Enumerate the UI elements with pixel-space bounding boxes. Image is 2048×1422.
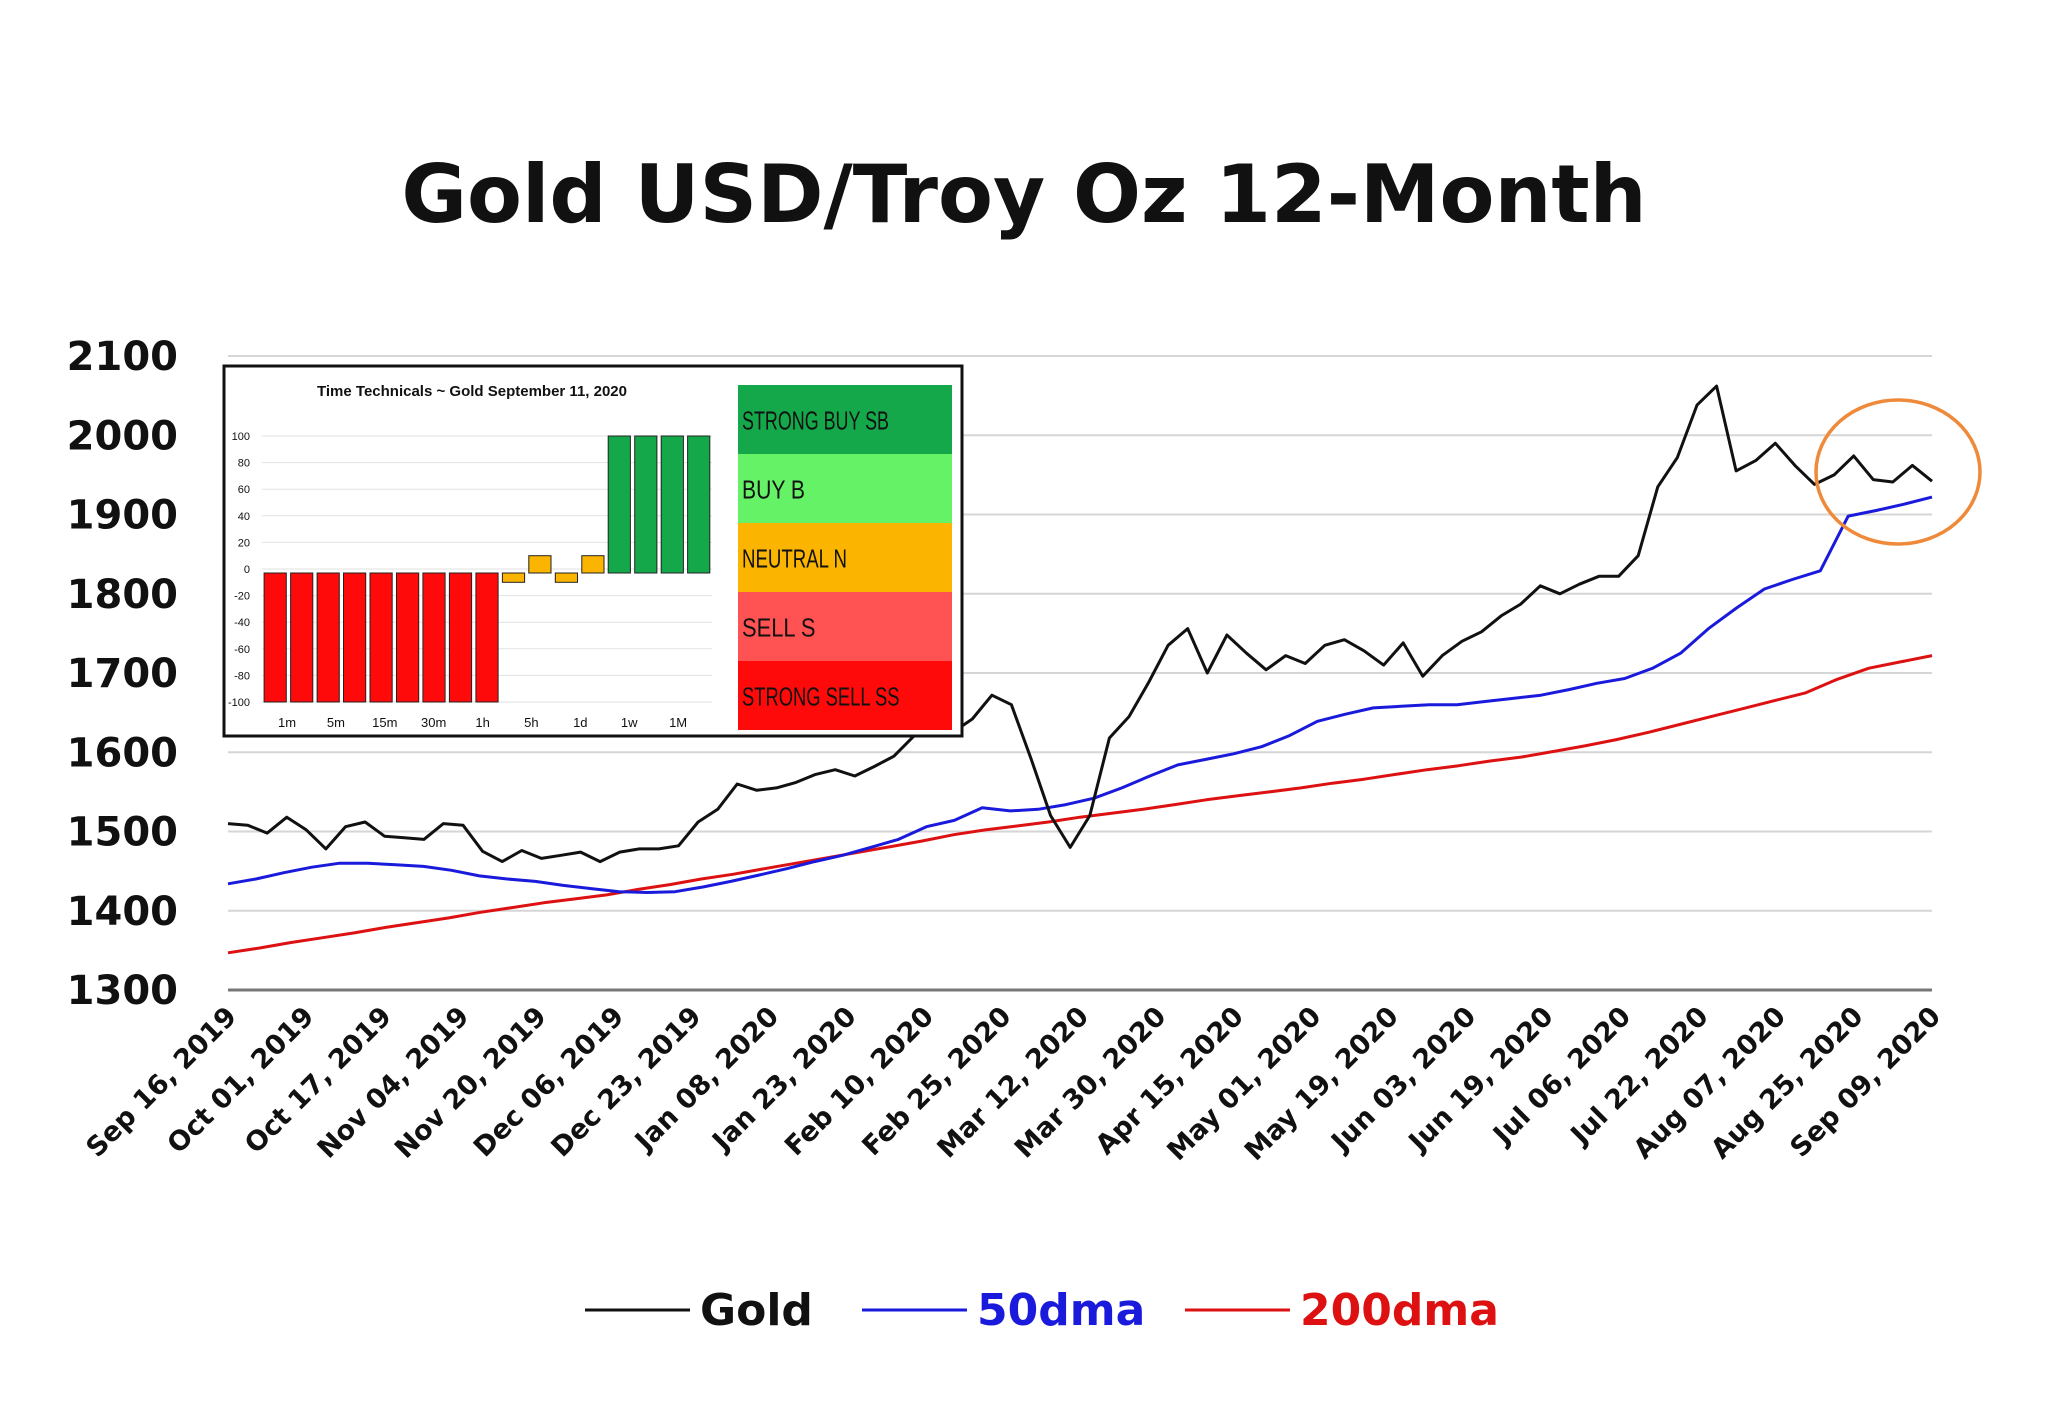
inset-y-tick-label: 0 [244,564,250,576]
chart-title: Gold USD/Troy Oz 12-Month [401,148,1646,241]
y-tick-label: 1300 [67,968,178,1014]
inset-bar [475,572,499,703]
inset-x-tick-label: 5m [327,715,345,730]
legend-label-200dma: 200dma [1300,1285,1499,1336]
legend: Gold 50dma 200dma [585,1285,1499,1336]
inset-bar [263,572,287,703]
inset-x-tick-label: 1h [475,715,489,730]
y-axis: 1300 1400 1500 1600 1700 1800 1900 2000 2100 [67,334,178,1014]
inset-bar [687,435,711,574]
series-line-200dma [227,654,1933,955]
inset-y-tick-label: -60 [234,644,250,656]
signal-label: STRONG BUY SB [742,406,889,436]
inset-bar [660,435,684,574]
y-tick-label: 1700 [67,651,178,697]
inset-x-axis: 1m 5m 15m 30m 1h 5h 1d 1w 1M [278,715,687,730]
signal-legend: STRONG BUY SB BUY B NEUTRAL N SELL S STRONG … [738,385,952,730]
inset-y-tick-label: 60 [238,484,250,496]
inset-bar [448,572,473,703]
inset-x-tick-label: 1M [669,715,687,730]
signal-label: NEUTRAL N [742,544,847,574]
x-tick-label: Jul 06, 2020 [1486,1001,1637,1152]
inset-y-tick-label: 100 [232,431,250,443]
y-tick-label: 1900 [67,493,178,539]
y-tick-label: 2000 [67,413,178,459]
inset-y-tick-label: 20 [238,537,250,549]
inset-y-tick-label: -40 [234,617,250,629]
series-line-gold [227,384,1933,864]
inset-bar [343,572,367,703]
legend-label-50dma: 50dma [977,1285,1145,1336]
signal-swatch [738,454,952,523]
inset-bar [528,555,552,574]
series-lines [227,384,1933,955]
highlight-circle [1814,398,1982,546]
inset-bar [290,572,314,703]
signal-label: BUY B [742,475,805,505]
time-technicals-inset: Time Technicals ~ Gold September 11, 202… [222,364,964,738]
signal-label: SELL S [742,613,816,643]
legend-label-gold: Gold [700,1285,813,1336]
inset-x-tick-label: 1m [278,715,296,730]
y-tick-label: 1500 [67,810,178,856]
inset-bar [369,572,393,703]
signal-label: STRONG SELL SS [742,682,900,712]
signal-swatch [738,385,952,454]
inset-bar [316,572,340,703]
inset-bar [554,572,578,583]
y-tick-label: 1800 [67,572,178,618]
inset-y-axis: 100 80 60 40 20 0 -20 -40 -60 -80 -100 [228,431,250,709]
inset-x-tick-label: 5h [524,715,538,730]
inset-y-tick-label: -100 [228,697,250,709]
inset-bar [396,572,420,703]
inset-x-tick-label: 1w [621,715,638,730]
signal-swatch [738,661,952,730]
y-tick-label: 1600 [67,730,178,776]
inset-y-tick-label: 80 [238,458,250,470]
series-line-50dma [227,495,1933,894]
signal-swatch [738,592,952,661]
inset-bar [607,435,631,574]
inset-title: Time Technicals ~ Gold September 11, 202… [317,383,627,400]
inset-y-tick-label: -20 [234,591,250,603]
signal-swatch [738,523,952,592]
inset-bar [581,555,605,574]
inset-bars [263,435,711,703]
inset-bar [501,572,526,583]
inset-x-tick-label: 1d [573,715,587,730]
x-tick-label: Jul 22, 2020 [1564,1001,1715,1152]
y-tick-label: 2100 [67,334,178,380]
inset-bar [422,572,446,703]
inset-bar [634,435,658,574]
inset-x-tick-label: 30m [421,715,446,730]
y-tick-label: 1400 [67,889,178,935]
inset-y-tick-label: -80 [234,670,250,682]
inset-y-tick-label: 40 [238,511,250,523]
inset-x-tick-label: 15m [372,715,397,730]
